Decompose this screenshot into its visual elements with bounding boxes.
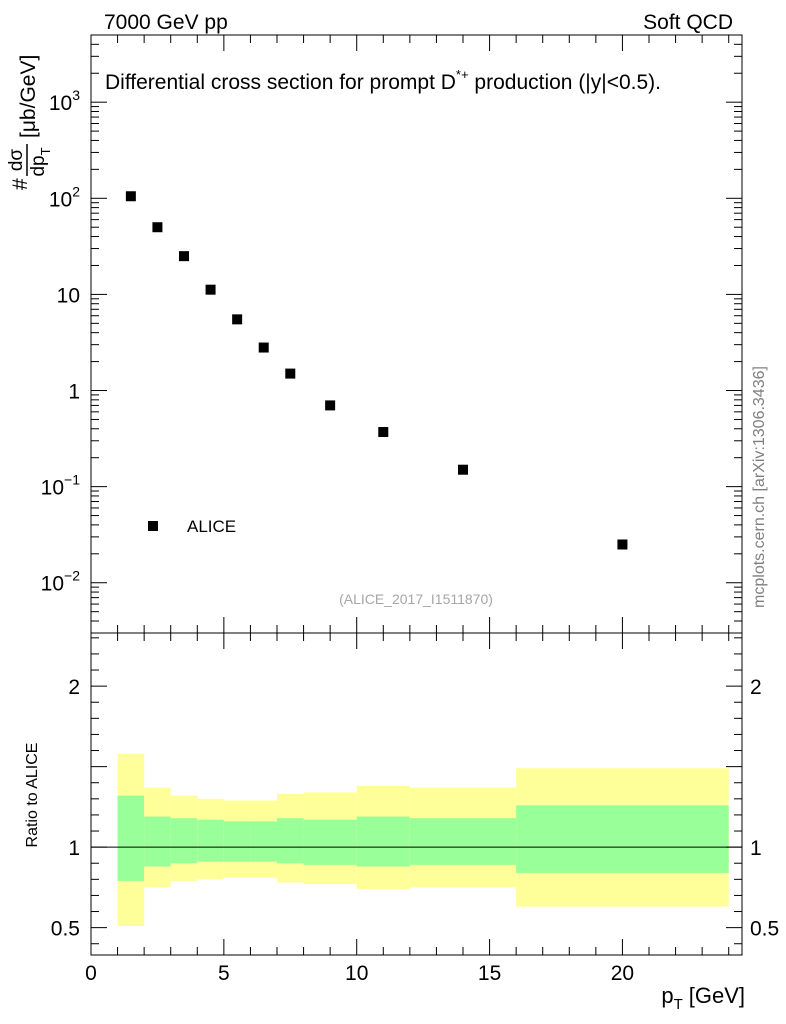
y-label-unit: [μb/GeV] [17, 55, 40, 138]
inner-band [197, 819, 224, 862]
legend-label: ALICE [187, 517, 236, 536]
energy-label: 7000 GeV pp [104, 11, 228, 34]
x-label-sub: T [674, 996, 683, 1013]
ratio-y-axis-label: Ratio to ALICE [24, 743, 41, 848]
main-frame [90, 34, 743, 634]
ratio-frame [90, 632, 743, 956]
ratio-y-tick-label-right: 2 [750, 676, 762, 699]
inner-band [356, 816, 410, 867]
main-y-tick-label: 1 [68, 381, 80, 404]
main-y-tick-exponent: 3 [72, 87, 80, 103]
x-label-main: p [661, 983, 673, 1008]
legend-marker [148, 521, 158, 531]
ratio-y-tick-label-left: 1 [68, 837, 80, 860]
ratio-y-tick-label-left: 0.5 [51, 918, 80, 941]
inner-band [117, 795, 145, 881]
ratio-uncertainty-bands [117, 753, 729, 927]
data-point [125, 191, 136, 202]
plot-title-tail: production (|y|<0.5). [469, 71, 661, 94]
data-points [125, 191, 628, 550]
main-y-axis-label: # dσ dpT [μb/GeV] [6, 55, 53, 190]
x-tick-label: 5 [218, 962, 230, 985]
x-tick-label: 0 [85, 962, 97, 985]
main-y-tick-base: 10 [49, 188, 72, 211]
inner-band [516, 805, 729, 873]
data-point [205, 284, 216, 295]
inner-band [144, 816, 171, 867]
x-axis-label: pT [GeV] [661, 983, 745, 1013]
data-point [617, 539, 628, 550]
y-label-denominator-main: dp [28, 155, 49, 176]
main-y-tick-base: 10 [41, 477, 64, 500]
x-tick-label: 10 [345, 962, 368, 985]
data-point [152, 222, 163, 233]
x-tick-label: 20 [611, 962, 634, 985]
inner-band [277, 818, 304, 864]
main-y-tick-base: 1 [68, 381, 80, 404]
main-y-tick-label: 102 [49, 183, 80, 211]
ratio-panel: 0 5 10 15 20 0.5 0.5 1 1 2 2 Ratio to ALICE pT [GeV… [24, 632, 779, 1013]
ratio-y-tick-label-right: 1 [750, 837, 762, 860]
data-point [378, 427, 389, 438]
main-y-tick-label: 10−2 [41, 568, 81, 596]
main-y-tick-base: 10 [57, 284, 80, 307]
main-y-tick-label: 103 [49, 87, 80, 115]
y-label-denominator: dpT [28, 147, 53, 176]
data-point [325, 400, 336, 411]
main-y-tick-exponent: −2 [64, 568, 80, 584]
data-point [285, 368, 296, 379]
ratio-y-tick-label-right: 0.5 [750, 918, 779, 941]
plot-title-main: Differential cross section for prompt D [105, 71, 456, 94]
x-tick-label: 15 [478, 962, 501, 985]
plot-title-superscript: *+ [456, 67, 469, 82]
ratio-y-tick-label-left: 2 [68, 676, 80, 699]
x-label-unit: [GeV] [689, 983, 745, 1008]
y-label-numerator: dσ [6, 149, 27, 172]
ratio-tick-labels: 0 5 10 15 20 0.5 0.5 1 1 2 2 [51, 676, 779, 985]
main-y-tick-label: 10 [57, 284, 80, 307]
data-point [258, 342, 269, 353]
main-y-tick-label: 10−1 [41, 472, 81, 500]
inner-band [170, 818, 198, 864]
analysis-watermark: (ALICE_2017_I1511870) [339, 591, 493, 607]
main-y-tick-base: 10 [41, 573, 64, 596]
data-point [232, 314, 243, 325]
main-y-tick-exponent: 2 [72, 183, 80, 199]
inner-band [303, 819, 357, 865]
main-axis-ticks [90, 34, 742, 634]
data-point [458, 464, 468, 475]
y-label-prefix: # [9, 178, 32, 190]
main-y-tick-base: 10 [49, 92, 72, 115]
category-label: Soft QCD [643, 11, 733, 34]
side-label: mcplots.cern.ch [arXiv:1306.3436] [751, 366, 768, 608]
inner-band [250, 821, 277, 862]
inner-band [409, 818, 517, 865]
inner-band [223, 821, 251, 862]
main-y-tick-exponent: −1 [64, 472, 80, 488]
data-point [179, 251, 189, 262]
y-label-denominator-sub: T [38, 147, 53, 155]
plot-title: Differential cross section for prompt D*… [105, 67, 661, 94]
